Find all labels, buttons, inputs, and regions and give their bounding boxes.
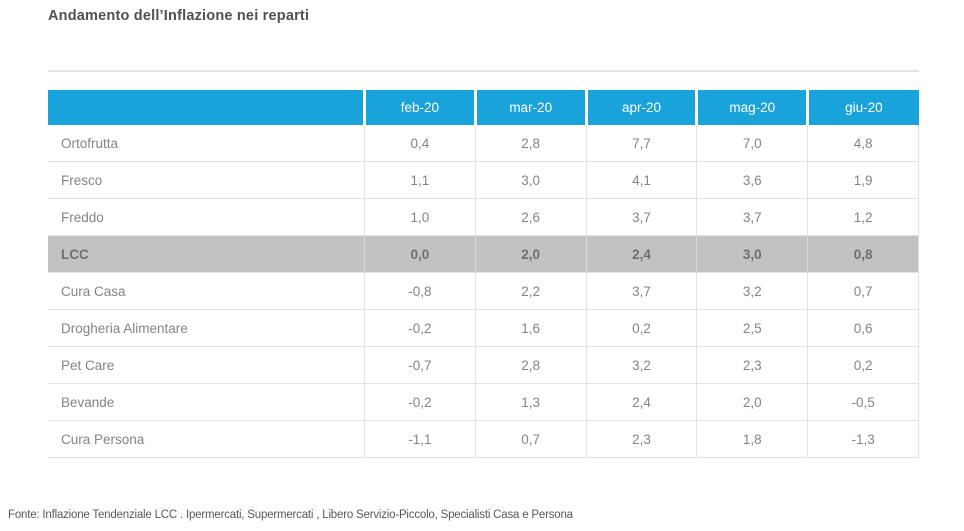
row-label: Cura Persona (48, 420, 365, 458)
table-row: Cura Persona -1,1 0,7 2,3 1,8 -1,3 (48, 420, 919, 458)
value-cell: -0,5 (807, 383, 919, 421)
column-header: feb-20 (363, 90, 476, 125)
value-cell: 2,4 (585, 383, 698, 421)
table-row: Pet Care -0,7 2,8 3,2 2,3 0,2 (48, 346, 919, 384)
value-cell: 1,2 (807, 198, 919, 236)
value-cell: 3,7 (585, 272, 698, 310)
value-cell: 4,1 (585, 161, 698, 199)
table-row-highlighted: LCC 0,0 2,0 2,4 3,0 0,8 (48, 235, 919, 273)
value-cell: -0,8 (364, 272, 476, 310)
value-cell: 1,6 (474, 309, 587, 347)
value-cell: 3,7 (585, 198, 698, 236)
value-cell: 3,0 (696, 235, 809, 273)
value-cell: -0,7 (364, 346, 476, 384)
row-label: Drogheria Alimentare (48, 309, 365, 347)
value-cell: 0,6 (807, 309, 919, 347)
row-label: LCC (48, 235, 365, 273)
value-cell: 2,4 (585, 235, 698, 273)
value-cell: -1,3 (807, 420, 919, 458)
table-row: Bevande -0,2 1,3 2,4 2,0 -0,5 (48, 383, 919, 421)
value-cell: 3,2 (696, 272, 809, 310)
value-cell: -1,1 (364, 420, 476, 458)
column-header: mag-20 (695, 90, 808, 125)
source-note: Fonte: Inflazione Tendenziale LCC . Iper… (8, 509, 573, 521)
inflation-table: feb-20 mar-20 apr-20 mag-20 giu-20 Ortofrutt… (48, 90, 919, 458)
value-cell: 1,0 (364, 198, 476, 236)
table-row: Ortofrutta 0,4 2,8 7,7 7,0 4,8 (48, 125, 919, 162)
value-cell: 1,3 (474, 383, 587, 421)
value-cell: 0,7 (474, 420, 587, 458)
column-header: giu-20 (806, 90, 919, 125)
table-row: Cura Casa -0,8 2,2 3,7 3,2 0,7 (48, 272, 919, 310)
value-cell: 2,5 (696, 309, 809, 347)
value-cell: 2,8 (474, 346, 587, 384)
row-label: Bevande (48, 383, 365, 421)
value-cell: 0,7 (807, 272, 919, 310)
value-cell: -0,2 (364, 309, 476, 347)
value-cell: 2,8 (474, 125, 587, 162)
value-cell: 2,2 (474, 272, 587, 310)
row-label: Pet Care (48, 346, 365, 384)
row-label: Freddo (48, 198, 365, 236)
title-divider (48, 70, 919, 72)
value-cell: 2,0 (696, 383, 809, 421)
value-cell: 0,0 (364, 235, 476, 273)
value-cell: 3,0 (474, 161, 587, 199)
table-row: Fresco 1,1 3,0 4,1 3,6 1,9 (48, 161, 919, 199)
value-cell: 0,8 (807, 235, 919, 273)
value-cell: 3,7 (696, 198, 809, 236)
table-body: Ortofrutta 0,4 2,8 7,7 7,0 4,8 Fresco 1,1 3,0 4,1… (48, 125, 919, 458)
corner-cell (48, 90, 365, 125)
value-cell: 1,8 (696, 420, 809, 458)
table-header-row: feb-20 mar-20 apr-20 mag-20 giu-20 (48, 90, 919, 125)
row-label: Cura Casa (48, 272, 365, 310)
value-cell: 0,2 (807, 346, 919, 384)
column-header: apr-20 (584, 90, 697, 125)
value-cell: 3,2 (585, 346, 698, 384)
value-cell: 2,0 (474, 235, 587, 273)
value-cell: 4,8 (807, 125, 919, 162)
value-cell: 2,6 (474, 198, 587, 236)
row-label: Ortofrutta (48, 125, 365, 162)
table-row: Drogheria Alimentare -0,2 1,6 0,2 2,5 0,6 (48, 309, 919, 347)
value-cell: 1,1 (364, 161, 476, 199)
value-cell: 0,4 (364, 125, 476, 162)
value-cell: 7,7 (585, 125, 698, 162)
table-header: feb-20 mar-20 apr-20 mag-20 giu-20 (48, 90, 919, 125)
value-cell: -0,2 (364, 383, 476, 421)
column-header: mar-20 (473, 90, 587, 125)
value-cell: 2,3 (696, 346, 809, 384)
value-cell: 7,0 (696, 125, 809, 162)
table-row: Freddo 1,0 2,6 3,7 3,7 1,2 (48, 198, 919, 236)
value-cell: 2,3 (585, 420, 698, 458)
row-label: Fresco (48, 161, 365, 199)
page-title: Andamento dell’Inflazione nei reparti (48, 8, 310, 24)
value-cell: 0,2 (585, 309, 698, 347)
value-cell: 3,6 (696, 161, 809, 199)
value-cell: 1,9 (807, 161, 919, 199)
